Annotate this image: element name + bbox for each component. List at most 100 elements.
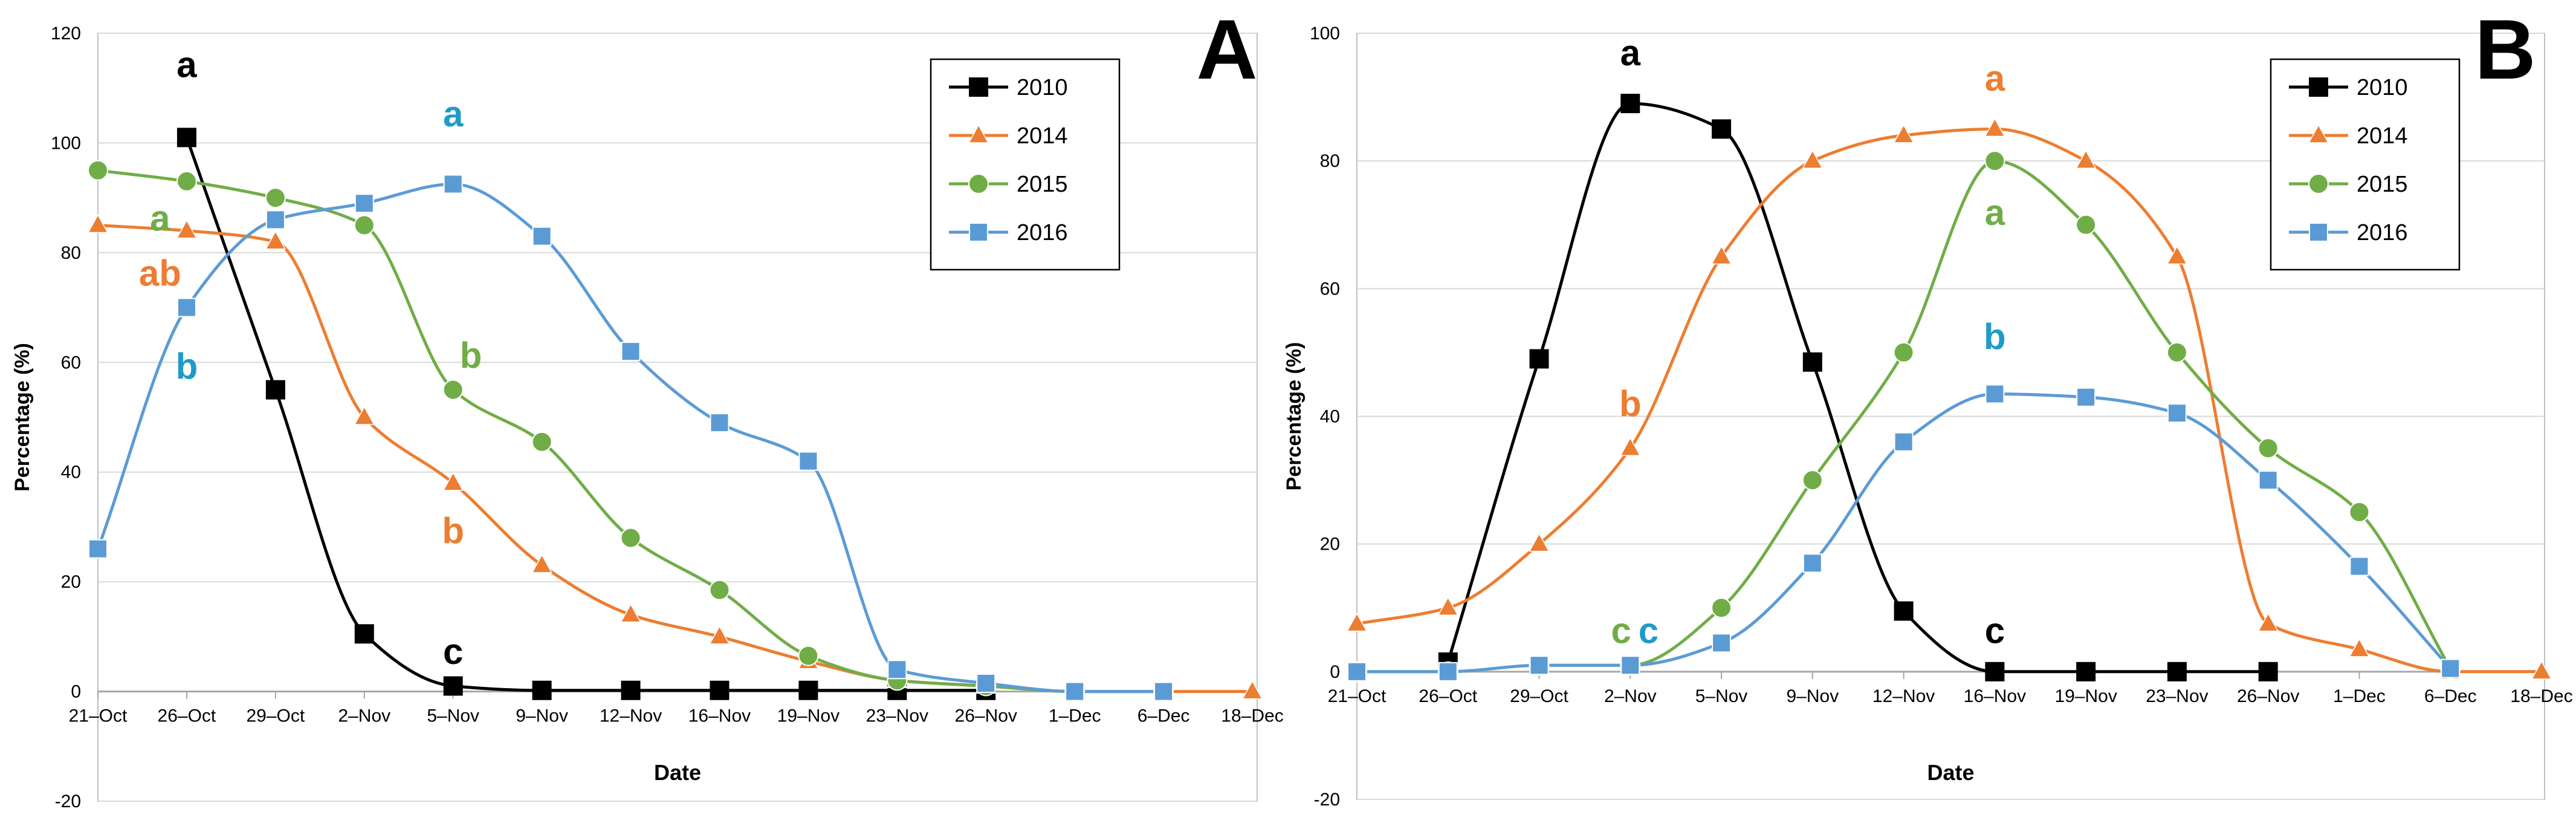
y-tick-label: 20 [61, 572, 81, 592]
data-point-2016 [2349, 556, 2369, 576]
data-point-2015 [531, 431, 552, 452]
x-tick-label: 18–Dec [2510, 686, 2572, 706]
x-tick-label: 16–Nov [1964, 686, 2026, 706]
data-point-2016 [265, 210, 285, 230]
data-point-2015 [2076, 214, 2097, 235]
data-point-2010 [710, 680, 730, 700]
x-tick-label: 12–Nov [1872, 686, 1935, 706]
y-axis-title: Percentage (%) [11, 343, 34, 492]
x-tick-label: 23–Nov [866, 706, 928, 726]
x-tick-label: 26–Oct [158, 706, 216, 726]
annotation-letter: c [1985, 610, 2005, 651]
data-point-2014 [1529, 533, 1550, 552]
data-point-2010 [176, 128, 196, 148]
legend-label: 2015 [1017, 172, 1068, 197]
legend: 2010 2014 2015 2016 [2270, 58, 2461, 271]
annotation-letter: a [176, 45, 197, 85]
data-point-2014 [442, 472, 464, 491]
x-tick-label: 26–Nov [955, 706, 1017, 726]
data-point-2010 [532, 680, 552, 700]
y-tick-label: 100 [1310, 24, 1340, 44]
data-point-2014 [709, 625, 730, 645]
data-point-2016 [1529, 655, 1549, 675]
x-tick-label: 12–Nov [600, 706, 662, 726]
x-tick-label: 19–Nov [2054, 686, 2117, 706]
data-point-2010 [1620, 94, 1640, 114]
data-point-2016 [1712, 633, 1732, 653]
data-point-2014 [1984, 117, 2005, 137]
data-point-2010 [2076, 662, 2096, 681]
data-point-2014 [1710, 245, 1732, 265]
x-tick-label: 29–Oct [1510, 686, 1568, 706]
y-tick-label: -20 [55, 792, 81, 811]
annotation-letter: c [1611, 610, 1631, 651]
chart-panel-B: -20 0 20 40 60 80 100 21–Oct 26–Oct 29–Oct 2–Nov 5–… [1283, 2, 2573, 810]
legend-label: 2016 [1017, 220, 1068, 245]
annotation-letter: b [1619, 384, 1642, 424]
y-axis-title: Percentage (%) [1283, 342, 1306, 491]
legend-label: 2014 [2357, 123, 2408, 149]
data-point-2014 [1802, 149, 1824, 169]
y-tick-label: 0 [71, 682, 81, 702]
chart-panel-A: -20 0 20 40 60 80 100 120 21–Oct 26–Oct 29–Oct 2–No… [11, 2, 1284, 811]
x-tick-label: 29–Oct [246, 706, 305, 726]
y-tick-label: 0 [1330, 662, 1340, 682]
x-tick-label: 1–Dec [1049, 706, 1101, 726]
x-axis-title: Date [654, 760, 701, 785]
y-tick-label: 60 [61, 353, 81, 372]
y-tick-label: -20 [1314, 790, 1340, 810]
data-point-2015 [442, 379, 464, 400]
legend-marker [968, 124, 989, 143]
data-point-2015 [1802, 470, 1823, 491]
data-point-2014 [265, 230, 286, 250]
annotation-letter: a [1985, 192, 2005, 233]
data-point-2014 [2349, 638, 2370, 657]
data-point-2016 [532, 226, 552, 246]
x-tick-label: 21–Oct [1328, 686, 1387, 706]
data-point-2010 [621, 680, 641, 700]
legend-label: 2010 [2357, 75, 2408, 100]
legend-marker [2308, 124, 2329, 143]
legend-marker [2309, 77, 2328, 97]
data-point-2015 [2166, 342, 2187, 363]
data-point-2014 [1620, 437, 1641, 457]
annotation-letter: ab [139, 253, 181, 293]
series-line-2014 [97, 224, 1252, 694]
data-point-2014 [2166, 245, 2188, 265]
data-point-2010 [1894, 601, 1914, 621]
legend-label: 2010 [1017, 75, 1068, 100]
y-tick-label: 80 [61, 243, 81, 263]
legend-marker [2309, 223, 2328, 242]
data-point-2016 [2258, 470, 2278, 490]
data-point-2014 [2531, 660, 2552, 680]
data-point-2014 [176, 219, 198, 239]
data-point-2014 [2075, 149, 2097, 169]
data-point-2010 [354, 624, 374, 644]
annotation-letter: a [150, 198, 170, 239]
data-point-2010 [2167, 662, 2187, 681]
data-point-2015 [1893, 342, 1914, 363]
data-point-2016 [354, 193, 374, 213]
data-point-2015 [265, 187, 286, 209]
annotation-letter: b [1984, 317, 2006, 357]
data-point-2015 [176, 171, 197, 192]
legend-label: 2016 [2357, 220, 2408, 245]
x-tick-label: 16–Nov [688, 706, 751, 726]
x-tick-label: 21–Oct [69, 706, 128, 726]
y-tick-label: 100 [51, 133, 81, 153]
data-point-2010 [265, 380, 285, 400]
x-tick-label: 9–Nov [1786, 686, 1839, 706]
data-point-2016 [2167, 403, 2187, 423]
y-tick-label: 40 [1320, 407, 1340, 427]
legend-marker [969, 223, 988, 242]
x-axis-title: Date [1927, 760, 1974, 785]
legend-label: 2014 [1017, 123, 1068, 149]
data-point-2016 [176, 297, 196, 317]
x-tick-label: 9–Nov [516, 706, 568, 726]
x-tick-label: 18–Dec [1221, 706, 1283, 726]
data-point-2015 [88, 160, 108, 181]
data-point-2010 [1802, 352, 1822, 372]
data-point-2014 [1893, 124, 1914, 143]
x-tick-label: 5–Nov [1695, 686, 1748, 706]
data-point-2016 [710, 413, 730, 433]
